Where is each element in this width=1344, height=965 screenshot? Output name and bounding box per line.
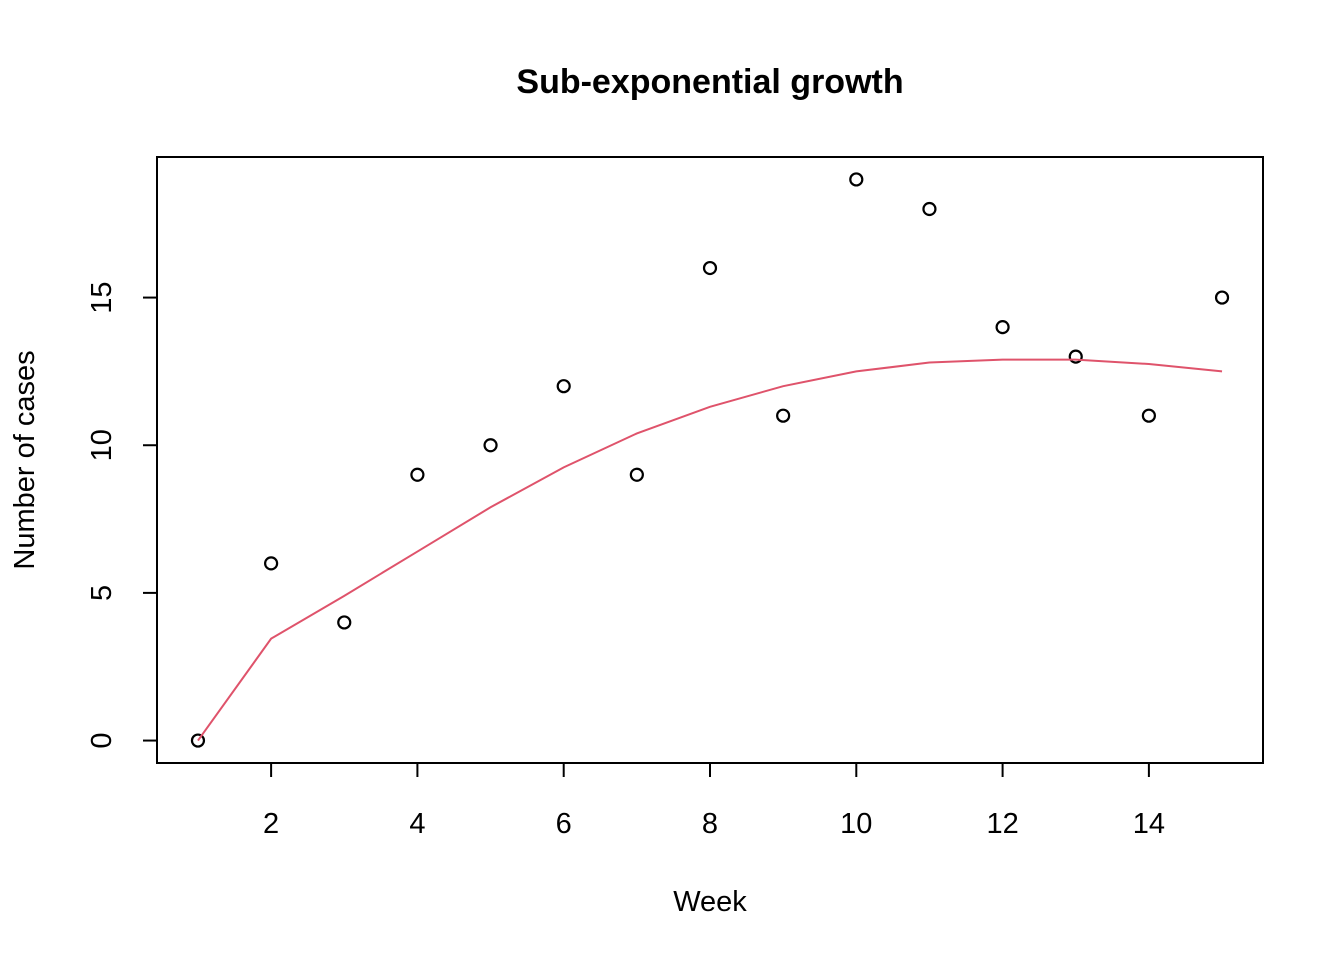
- x-tick-label-4: 4: [409, 808, 425, 840]
- y-tick-label-0: 0: [86, 732, 118, 748]
- x-tick-label-2: 2: [263, 808, 279, 840]
- data-point: [483, 438, 498, 453]
- x-tick-label-6: 6: [556, 808, 572, 840]
- data-point: [1141, 408, 1156, 423]
- data-point: [849, 172, 864, 187]
- data-point: [776, 408, 791, 423]
- data-point: [264, 556, 279, 571]
- y-axis: 0 5 10 15: [86, 281, 158, 749]
- y-axis-label: Number of cases: [9, 350, 41, 569]
- data-point: [410, 467, 425, 482]
- x-tick-label-8: 8: [702, 808, 718, 840]
- data-point: [337, 615, 352, 630]
- data-point: [1214, 290, 1230, 305]
- x-tick-label-12: 12: [986, 808, 1018, 840]
- chart-title: Sub-exponential growth: [516, 63, 903, 101]
- fit-line: [197, 358, 1223, 742]
- x-axis-label: Week: [673, 886, 747, 918]
- y-tick-label-10: 10: [86, 429, 118, 461]
- plot-area-border: [156, 156, 1264, 764]
- x-axis: 2 4 6 8 10 12 14: [263, 762, 1165, 840]
- x-tick-label-14: 14: [1133, 808, 1165, 840]
- data-point: [995, 320, 1010, 335]
- data-point: [190, 733, 206, 748]
- series-layer: [190, 172, 1230, 748]
- y-tick-label-5: 5: [86, 585, 118, 601]
- data-point: [922, 201, 937, 217]
- y-tick-label-15: 15: [86, 281, 118, 313]
- x-tick-label-10: 10: [840, 808, 872, 840]
- data-point: [629, 467, 644, 482]
- data-point: [556, 379, 571, 394]
- data-point: [702, 260, 718, 276]
- data-point: [1068, 349, 1083, 364]
